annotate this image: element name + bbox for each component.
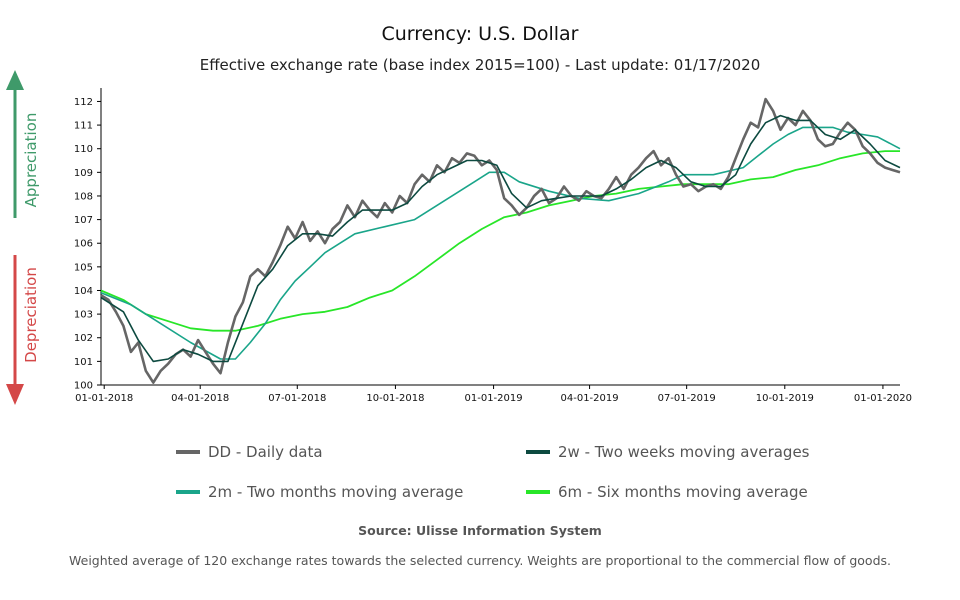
legend-item-daily[interactable]: DD - Daily data	[176, 443, 323, 461]
series-line-two-weeks	[100, 114, 901, 363]
y-tick-label: 100	[74, 381, 93, 392]
legend-label: DD - Daily data	[208, 443, 323, 461]
down-arrow-icon	[6, 384, 24, 405]
source-note: Source: Ulisse Information System	[358, 523, 602, 538]
y-tick-label: 104	[74, 286, 93, 297]
appreciation-indicator: Appreciation	[6, 70, 40, 218]
x-tick-label: 01-01-2020	[854, 393, 912, 404]
y-tick-label: 103	[74, 310, 93, 321]
x-tick-label: 10-01-2018	[366, 393, 424, 404]
plot-area: 100 101 102 103 104 105 106 107 108 109 110 111 112 0…	[74, 88, 912, 404]
legend-item-six-months[interactable]: 6m - Six months moving average	[526, 483, 808, 501]
x-tick-label: 01-01-2019	[465, 393, 523, 404]
y-tick-label: 108	[74, 191, 93, 202]
legend-label: 2w - Two weeks moving averages	[558, 443, 810, 461]
x-tick-label: 07-01-2019	[658, 393, 716, 404]
up-arrow-icon	[6, 70, 24, 90]
x-tick-label: 04-01-2019	[561, 393, 619, 404]
depreciation-indicator: Depreciation	[6, 255, 40, 405]
y-tick-label: 110	[74, 144, 93, 155]
legend-label: 2m - Two months moving average	[208, 483, 463, 501]
series-line-daily	[100, 97, 901, 384]
legend-item-two-months[interactable]: 2m - Two months moving average	[176, 483, 463, 501]
footnote: Weighted average of 120 exchange rates t…	[69, 553, 891, 568]
x-tick-label: 07-01-2018	[268, 393, 326, 404]
y-tick-label: 102	[74, 333, 93, 344]
appreciation-label: Appreciation	[22, 113, 40, 208]
y-tick-label: 105	[74, 262, 93, 273]
series-line-two-months	[100, 126, 901, 360]
x-tick-label: 01-01-2018	[75, 393, 133, 404]
depreciation-label: Depreciation	[22, 267, 40, 363]
x-tick-label: 10-01-2019	[756, 393, 814, 404]
y-tick-label: 112	[74, 97, 93, 108]
y-tick-label: 109	[74, 168, 93, 179]
chart-subtitle: Effective exchange rate (base index 2015…	[200, 56, 761, 74]
legend: DD - Daily data 2w - Two weeks moving ave…	[176, 443, 810, 501]
legend-item-two-weeks[interactable]: 2w - Two weeks moving averages	[526, 443, 810, 461]
series-line-six-months	[100, 150, 900, 332]
x-tick-label: 04-01-2018	[171, 393, 229, 404]
y-tick-label: 111	[74, 121, 93, 132]
legend-label: 6m - Six months moving average	[558, 483, 808, 501]
y-tick-label: 106	[74, 239, 93, 250]
y-tick-label: 107	[74, 215, 93, 226]
chart-title: Currency: U.S. Dollar	[381, 23, 578, 45]
y-tick-label: 101	[74, 357, 93, 368]
